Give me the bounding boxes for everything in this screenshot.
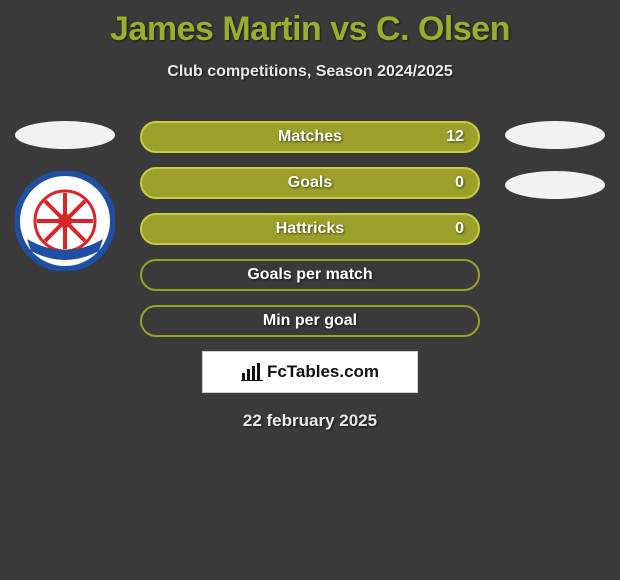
stat-bar-matches: Matches 12 [140, 121, 480, 153]
left-country-placeholder [15, 121, 115, 149]
stat-bars: Matches 12 Goals 0 Hattricks 0 Goals per… [140, 121, 480, 431]
stat-label: Hattricks [276, 220, 344, 238]
left-player-column [10, 121, 120, 271]
bar-chart-icon [241, 363, 263, 381]
right-club-placeholder [505, 171, 605, 199]
stat-bar-hattricks: Hattricks 0 [140, 213, 480, 245]
stat-label: Min per goal [263, 312, 357, 330]
fctables-text: FcTables.com [267, 362, 379, 382]
stat-bar-goals: Goals 0 [140, 167, 480, 199]
stat-label: Matches [278, 128, 342, 146]
right-country-placeholder [505, 121, 605, 149]
page-title: James Martin vs C. Olsen [0, 0, 620, 49]
stat-value-right: 0 [455, 220, 464, 238]
stat-value-right: 12 [446, 128, 464, 146]
stat-bar-min-per-goal: Min per goal [140, 305, 480, 337]
comparison-content: Matches 12 Goals 0 Hattricks 0 Goals per… [0, 121, 620, 431]
stat-value-right: 0 [455, 174, 464, 192]
stat-label: Goals [288, 174, 332, 192]
right-player-column [500, 121, 610, 221]
left-club-badge [15, 171, 115, 271]
subtitle: Club competitions, Season 2024/2025 [0, 63, 620, 81]
stat-label: Goals per match [247, 266, 372, 284]
fctables-logo[interactable]: FcTables.com [202, 351, 418, 393]
snapshot-date: 22 february 2025 [140, 411, 480, 431]
stat-bar-goals-per-match: Goals per match [140, 259, 480, 291]
